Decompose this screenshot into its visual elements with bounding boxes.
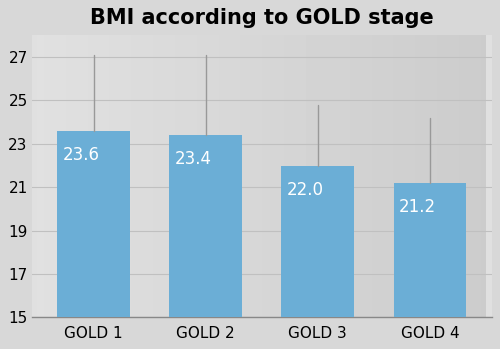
Text: 21.2: 21.2 (399, 198, 436, 216)
Text: 22.0: 22.0 (287, 181, 324, 199)
Title: BMI according to GOLD stage: BMI according to GOLD stage (90, 8, 434, 28)
Bar (170, 135, 242, 317)
Bar (394, 183, 466, 317)
Bar (282, 165, 354, 317)
Text: 23.6: 23.6 (62, 146, 100, 164)
Text: 23.4: 23.4 (175, 150, 212, 168)
Bar (57, 131, 130, 317)
